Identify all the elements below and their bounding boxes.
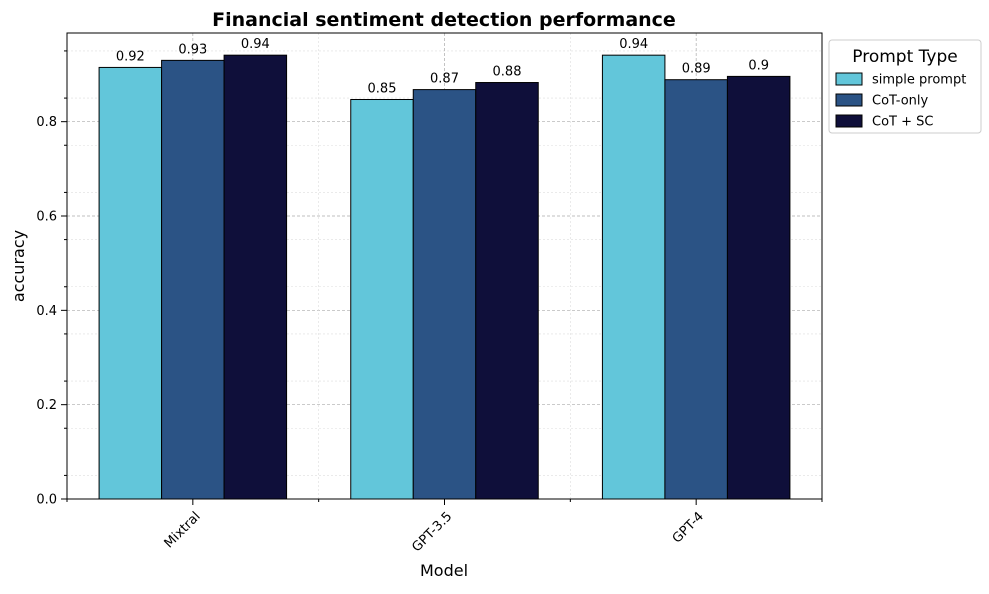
y-tick-label: 0.4 <box>36 304 57 319</box>
bar <box>223 54 288 500</box>
bar-value-label: 0.88 <box>493 65 522 80</box>
y-tick-label: 0.2 <box>36 398 57 413</box>
bar-value-label: 0.94 <box>619 37 648 52</box>
y-tick-label: 0.0 <box>36 493 57 508</box>
x-tick-label: Mixtral <box>162 509 204 551</box>
y-tick-label: 0.6 <box>36 210 57 225</box>
y-tick-label: 0.8 <box>36 115 57 130</box>
legend-swatch <box>835 93 863 107</box>
bar <box>601 54 666 500</box>
x-tick-label: GPT-3.5 <box>409 509 455 555</box>
legend-title: Prompt Type <box>852 47 957 67</box>
bar <box>161 59 225 500</box>
bar-value-label: 0.89 <box>682 62 711 77</box>
x-axis-label: Model <box>420 561 468 580</box>
bars: 0.92 0.93 0.94 0.85 0.87 0.88 0.94 0.89 0.9 <box>98 37 791 500</box>
legend-entry-label: simple prompt <box>872 73 966 88</box>
y-axis-label: accuracy <box>9 230 28 302</box>
bar <box>350 99 414 500</box>
chart-title: Financial sentiment detection performanc… <box>212 9 676 31</box>
legend-swatch <box>835 72 863 86</box>
bar-value-label: 0.87 <box>430 72 459 87</box>
bar-value-label: 0.9 <box>748 58 769 73</box>
bar <box>726 75 791 500</box>
x-tick-label: GPT-4 <box>670 509 707 546</box>
legend-entry-label: CoT-only <box>872 94 929 109</box>
legend: Prompt Type simple prompt CoT-only CoT + S… <box>828 39 982 134</box>
bar <box>475 82 539 500</box>
bar-value-label: 0.93 <box>178 42 207 57</box>
legend-frame <box>828 39 982 134</box>
legend-entry-label: CoT + SC <box>872 115 933 130</box>
bar <box>98 66 163 500</box>
legend-swatch <box>835 114 863 128</box>
bar-value-label: 0.85 <box>368 82 397 97</box>
bar-value-label: 0.92 <box>116 49 145 64</box>
bar <box>412 89 477 500</box>
bar-value-label: 0.94 <box>241 37 270 52</box>
bar <box>664 79 728 500</box>
